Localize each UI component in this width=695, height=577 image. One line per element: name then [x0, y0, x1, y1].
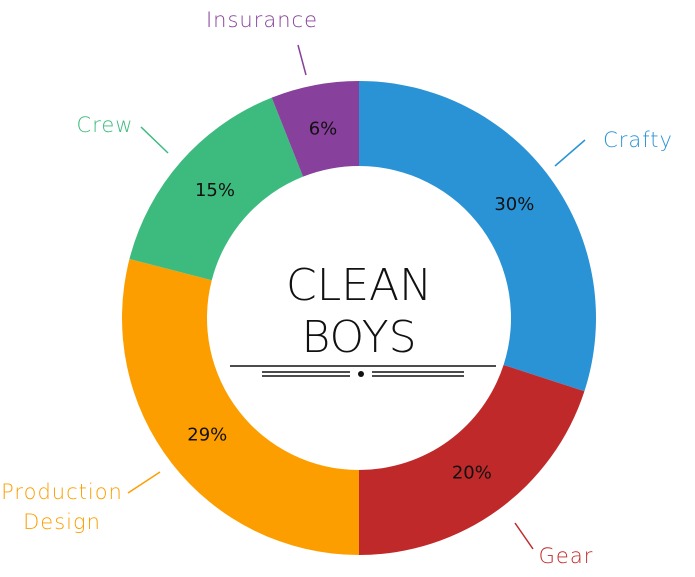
- slice: [121, 259, 360, 555]
- slice: [271, 81, 359, 177]
- category-label: Crew: [76, 113, 134, 137]
- leader-line: [297, 44, 307, 76]
- leader-line: [127, 471, 161, 494]
- value-label: 29%: [187, 425, 227, 446]
- slice: [359, 364, 585, 555]
- slice: [359, 81, 596, 392]
- ornament: [230, 365, 496, 377]
- value-label: 6%: [309, 118, 338, 139]
- center-title: BOYS: [301, 312, 416, 363]
- slice: [129, 97, 304, 281]
- category-label: Gear: [538, 544, 594, 568]
- category-label: Crafty: [603, 128, 673, 152]
- value-label: 15%: [195, 180, 235, 201]
- center-title: CLEAN: [286, 260, 432, 311]
- category-label: Production Design: [1, 480, 123, 534]
- leader-line: [514, 522, 534, 550]
- ornament-dot: [358, 371, 364, 377]
- leader-line: [554, 139, 586, 167]
- slices: [121, 81, 596, 555]
- category-label: Insurance: [205, 8, 319, 32]
- value-label: 20%: [452, 462, 492, 483]
- value-label: 30%: [494, 194, 534, 215]
- leader-line: [140, 126, 169, 154]
